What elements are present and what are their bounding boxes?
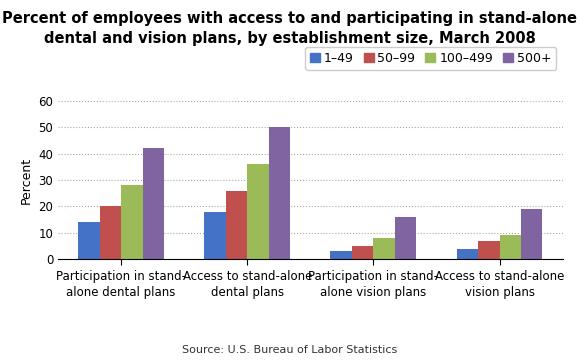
Bar: [456, 249, 478, 259]
Bar: [395, 217, 416, 259]
Bar: [121, 185, 143, 259]
Bar: [204, 212, 226, 259]
Y-axis label: Percent: Percent: [20, 157, 32, 203]
Text: Source: U.S. Bureau of Labor Statistics: Source: U.S. Bureau of Labor Statistics: [182, 345, 398, 355]
Bar: [521, 209, 542, 259]
Bar: [499, 235, 521, 259]
Bar: [269, 127, 290, 259]
Bar: [226, 190, 247, 259]
Legend: 1–49, 50–99, 100–499, 500+: 1–49, 50–99, 100–499, 500+: [305, 47, 556, 70]
Bar: [143, 148, 164, 259]
Bar: [374, 238, 395, 259]
Bar: [352, 246, 374, 259]
Text: Percent of employees with access to and participating in stand-alone
dental and : Percent of employees with access to and …: [2, 11, 578, 46]
Bar: [247, 164, 269, 259]
Bar: [100, 206, 121, 259]
Bar: [478, 241, 499, 259]
Bar: [78, 222, 100, 259]
Bar: [331, 251, 352, 259]
